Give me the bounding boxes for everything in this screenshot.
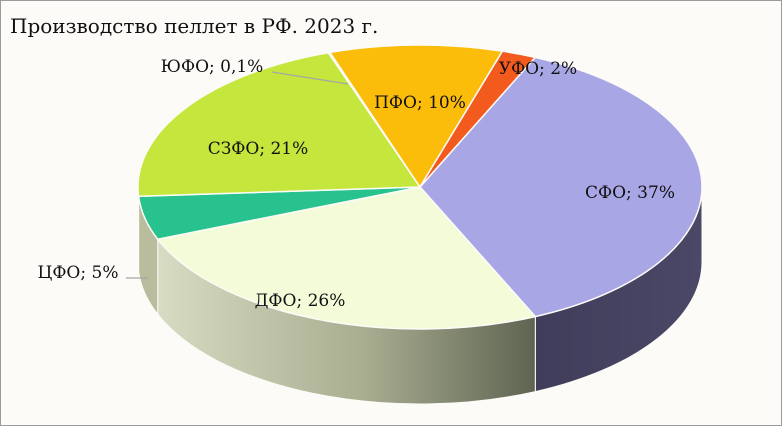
pie-slice-5 xyxy=(328,44,504,189)
pie-slice-3 xyxy=(137,51,422,198)
data-label-2: ЦФО; 5% xyxy=(38,263,119,283)
chart-title: Производство пеллет в РФ. 2023 г. xyxy=(10,14,379,38)
leader-line-4 xyxy=(271,71,349,85)
pie-slice-6 xyxy=(419,50,537,188)
data-label-4: ЮФО; 0,1% xyxy=(161,57,264,77)
data-label-3: СЗФО; 21% xyxy=(208,139,309,159)
data-label-6: УФО; 2% xyxy=(499,59,577,79)
data-label-5: ПФО; 10% xyxy=(374,93,466,113)
pie-slice-1 xyxy=(156,186,537,330)
data-label-1: ДФО; 26% xyxy=(255,291,346,311)
data-label-0: СФО; 37% xyxy=(585,183,675,203)
pie-slice-0 xyxy=(418,56,703,318)
